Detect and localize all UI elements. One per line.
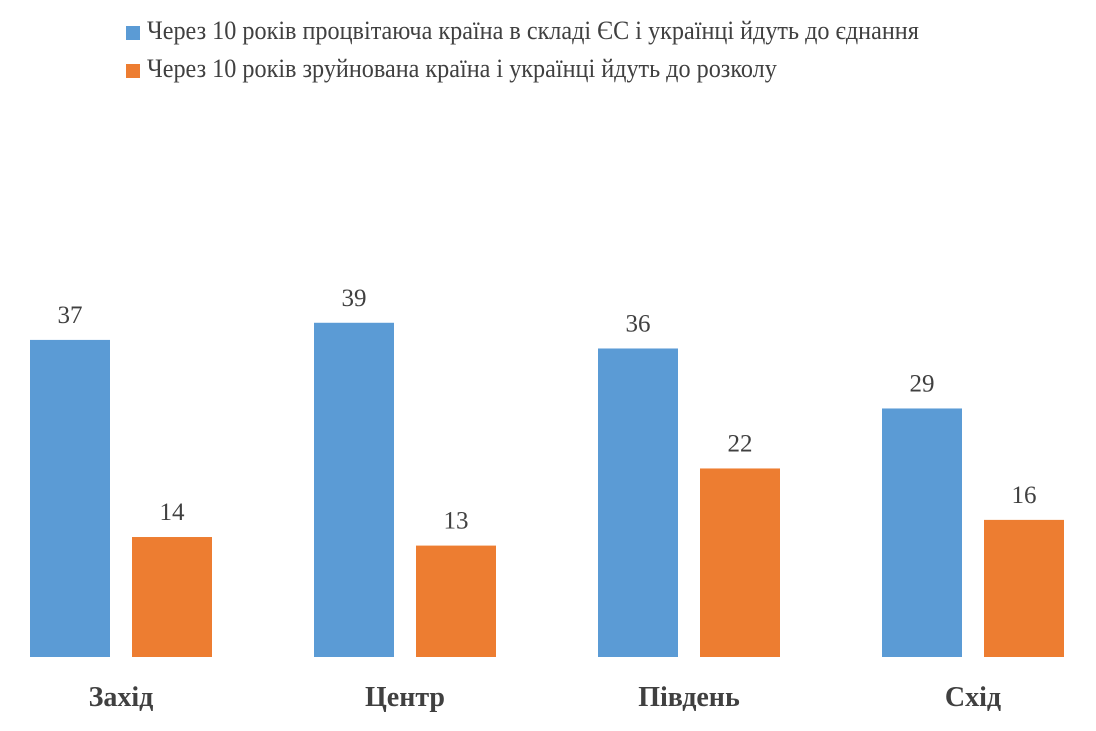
bar-split-0 — [132, 537, 212, 657]
legend-swatch-blue — [126, 26, 140, 40]
legend-item-unity: Через 10 років процвітаюча країна в скла… — [124, 12, 1004, 50]
data-label: 39 — [342, 285, 367, 312]
legend-label: Через 10 років зруйнована країна і украї… — [147, 54, 777, 83]
category-label: Центр — [365, 682, 445, 713]
legend-swatch-orange — [126, 64, 140, 78]
category-label: Схід — [945, 682, 1001, 713]
bar-unity-2 — [598, 348, 678, 657]
data-label: 16 — [1012, 482, 1037, 509]
bar-split-1 — [416, 545, 496, 657]
bar-unity-3 — [882, 408, 962, 657]
bar-split-3 — [984, 519, 1064, 657]
legend-label: Через 10 років процвітаюча країна в скла… — [147, 16, 919, 45]
bar-unity-0 — [30, 339, 110, 657]
data-label: 29 — [910, 370, 935, 397]
chart-legend: Через 10 років процвітаюча країна в скла… — [124, 12, 1004, 88]
data-label: 13 — [444, 508, 469, 535]
category-label: Захід — [89, 682, 154, 713]
data-label: 14 — [160, 499, 186, 526]
data-label: 37 — [58, 302, 83, 329]
legend-item-split: Через 10 років зруйнована країна і украї… — [124, 50, 1004, 88]
data-label: 22 — [728, 430, 753, 457]
data-label: 36 — [626, 310, 651, 337]
category-label: Південь — [638, 682, 740, 713]
bar-unity-1 — [314, 322, 394, 657]
bar-split-2 — [700, 468, 780, 657]
